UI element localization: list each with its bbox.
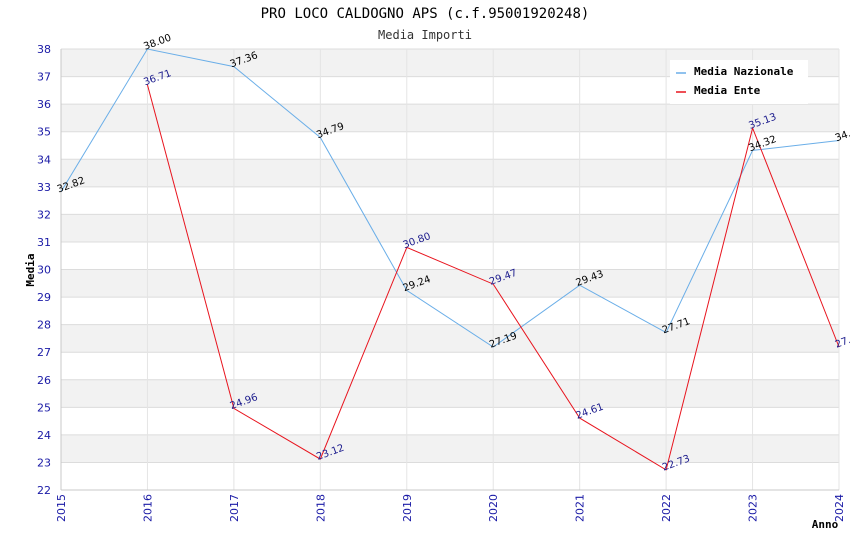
legend: Media Nazionale Media Ente	[670, 60, 808, 104]
y-tick-label: 29	[37, 291, 51, 304]
x-tick-label: 2023	[747, 494, 760, 522]
grid-band	[61, 104, 839, 132]
legend-box	[670, 60, 808, 104]
x-tick-label: 2019	[401, 494, 414, 522]
y-tick-label: 32	[37, 208, 51, 221]
y-tick-label: 25	[37, 401, 51, 414]
x-tick-label: 2024	[833, 494, 846, 522]
x-tick-label: 2017	[228, 494, 241, 522]
y-tick-label: 31	[37, 236, 51, 249]
grid-band	[61, 379, 839, 408]
series-line-media-nazionale	[60, 48, 840, 348]
y-tick-label: 23	[37, 456, 51, 469]
y-tick-label: 38	[37, 43, 51, 56]
y-tick-label: 22	[37, 484, 51, 497]
grid-band	[61, 214, 839, 242]
gridlines	[60, 48, 840, 491]
y-tick-label: 33	[37, 181, 51, 194]
x-tick-label: 2016	[141, 494, 154, 522]
series-line-media-ente	[146, 84, 840, 471]
x-tick-labels: 2015 2016 2017 2018 2019 2020 2021 2022 2023 2024	[55, 494, 846, 522]
y-tick-label: 30	[37, 264, 51, 277]
x-tick-label: 2021	[574, 494, 587, 522]
x-axis-label: Anno	[812, 518, 839, 531]
legend-label-ente: Media Ente	[694, 84, 761, 97]
y-tick-label: 34	[37, 153, 51, 166]
y-axis-label: Media	[24, 253, 37, 286]
x-tick-label: 2020	[487, 494, 500, 522]
data-label-nazionale: 34.32	[747, 134, 778, 154]
chart-title: PRO LOCO CALDOGNO APS (c.f.95001920248)	[261, 6, 590, 22]
legend-label-nazionale: Media Nazionale	[694, 65, 794, 78]
y-tick-label: 36	[37, 98, 51, 111]
series-lines	[60, 48, 840, 471]
y-tick-labels: 22 23 24 25 26 27 28 29 30 31 32 33 34 35 36 37 38	[37, 43, 51, 497]
grid-band	[61, 324, 839, 353]
x-tick-label: 2022	[660, 494, 673, 522]
y-tick-label: 37	[37, 71, 51, 84]
y-tick-label: 24	[37, 429, 51, 442]
y-tick-label: 35	[37, 126, 51, 139]
grid-band	[61, 159, 839, 187]
y-tick-label: 26	[37, 374, 51, 387]
x-tick-label: 2015	[55, 494, 68, 522]
grid-band	[61, 434, 839, 463]
y-tick-label: 28	[37, 319, 51, 332]
x-tick-label: 2018	[314, 494, 327, 522]
grid-band	[61, 269, 839, 298]
chart-subtitle: Media Importi	[378, 28, 472, 42]
grid-bands	[61, 49, 839, 463]
y-tick-label: 27	[37, 346, 51, 359]
